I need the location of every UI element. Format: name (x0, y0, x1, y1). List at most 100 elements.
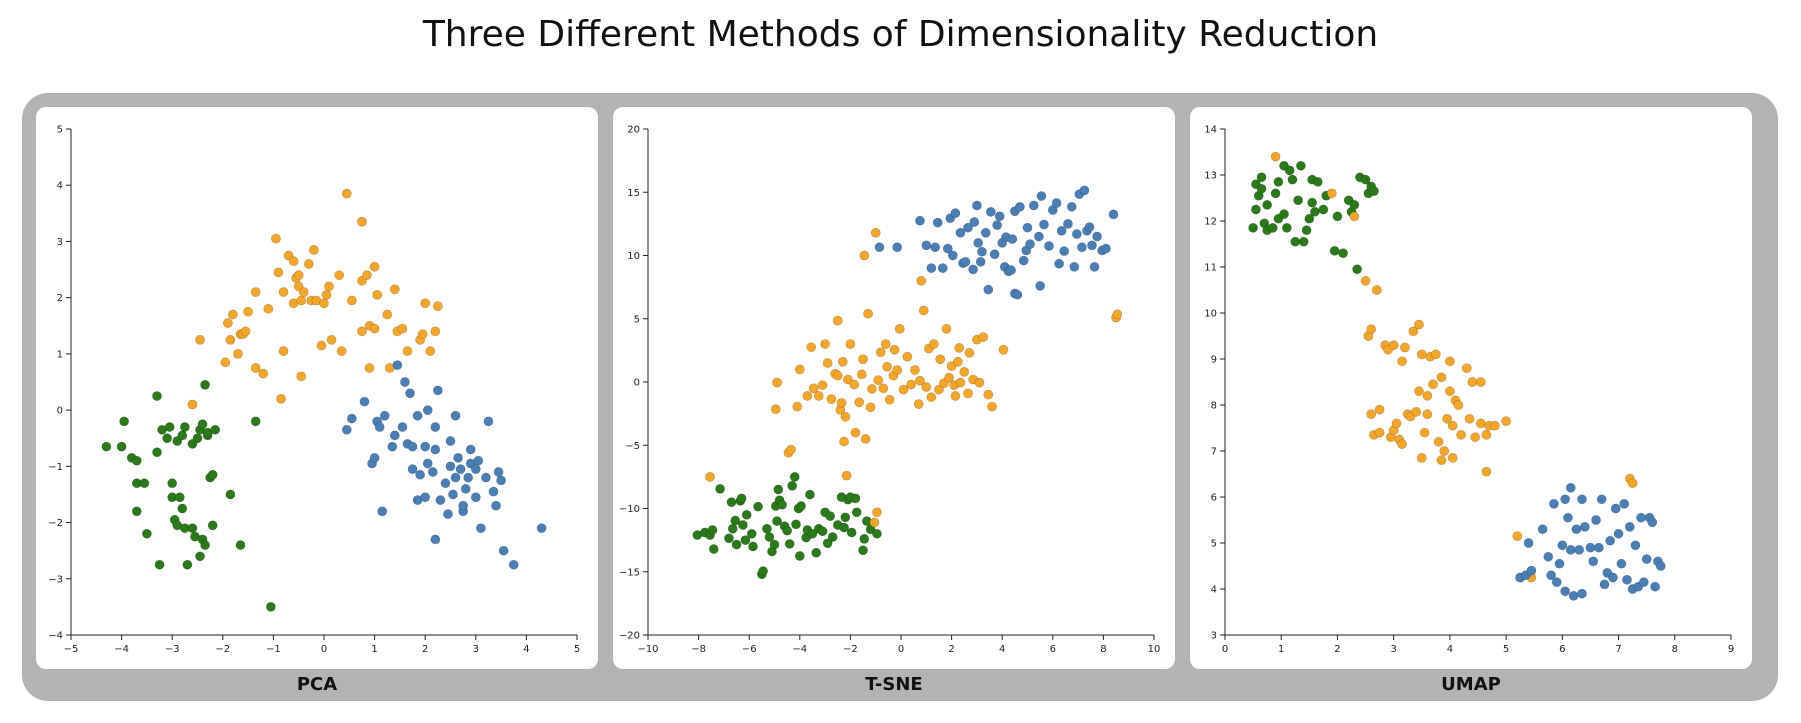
data-point-class-b (243, 306, 253, 317)
data-point-class-a (846, 527, 857, 538)
data-point-class-b (806, 342, 817, 353)
x-tick-label: 7 (1615, 644, 1621, 655)
data-point-class-c (422, 458, 433, 469)
data-point-class-a (773, 484, 784, 495)
x-tick-label: 4 (1447, 644, 1453, 655)
x-tick-label: 6 (1050, 644, 1056, 655)
data-point-class-b (820, 339, 830, 349)
data-point-class-a (1273, 177, 1284, 187)
data-point-class-c (975, 256, 986, 267)
data-point-class-a (197, 419, 208, 430)
data-point-class-c (932, 217, 943, 228)
data-point-class-a (1304, 213, 1315, 224)
data-point-class-a (207, 520, 218, 531)
data-point-class-b (336, 346, 347, 356)
data-point-class-b (357, 326, 367, 337)
data-point-class-a (1329, 245, 1340, 256)
data-point-class-a (858, 545, 868, 556)
data-point-class-b (1400, 342, 1410, 353)
data-point-class-b (854, 397, 865, 408)
data-point-class-b (1481, 466, 1492, 477)
data-point-class-a (187, 523, 198, 534)
data-point-class-c (1071, 229, 1082, 239)
data-point-class-c (1051, 198, 1062, 208)
data-point-class-b (865, 402, 876, 413)
data-point-class-c (1063, 218, 1073, 229)
data-point-class-b (1430, 349, 1441, 360)
y-tick-label: −2 (48, 518, 63, 529)
data-point-class-b (786, 444, 796, 455)
data-point-class-a (164, 422, 175, 432)
data-point-class-c (950, 208, 961, 219)
data-point-class-b (983, 389, 994, 400)
data-point-class-c (1007, 234, 1018, 244)
data-point-class-c (475, 523, 486, 534)
x-tick-label: −10 (637, 644, 658, 655)
data-point-class-a (1256, 183, 1267, 194)
data-point-class-a (152, 391, 162, 401)
data-point-class-a (207, 469, 218, 480)
data-point-class-b (892, 365, 903, 375)
data-point-class-c (1636, 512, 1646, 523)
pca-title: PCA (296, 674, 338, 695)
data-point-class-c (980, 227, 991, 238)
data-point-class-b (222, 318, 233, 328)
data-point-class-c (1089, 261, 1100, 272)
data-point-class-a (167, 478, 178, 489)
data-point-class-b (1433, 436, 1444, 447)
data-point-class-b (832, 370, 843, 381)
data-point-class-c (1596, 494, 1607, 505)
data-point-class-a (753, 501, 763, 512)
y-tick-label: 7 (1211, 447, 1217, 458)
y-tick-label: −1 (48, 462, 63, 473)
data-point-class-b (898, 384, 909, 395)
data-point-class-b (959, 366, 970, 377)
data-point-class-a (1349, 200, 1360, 210)
data-point-class-a (177, 430, 188, 441)
y-tick-label: 3 (57, 237, 63, 248)
umap-title: UMAP (1441, 674, 1501, 695)
data-point-class-c (992, 220, 1003, 231)
data-point-class-b (1349, 211, 1360, 222)
y-tick-label: 20 (627, 125, 640, 136)
data-point-class-b (1388, 340, 1399, 351)
data-point-class-a (1281, 223, 1292, 233)
data-point-class-a (101, 441, 112, 452)
data-point-class-a (707, 525, 718, 535)
data-point-class-c (1056, 225, 1067, 236)
data-point-class-a (1318, 204, 1329, 215)
data-point-class-c (1548, 498, 1559, 509)
data-point-class-c (985, 206, 996, 217)
data-point-class-b (1447, 420, 1458, 431)
data-point-class-a (131, 506, 142, 517)
y-tick-label: 4 (57, 181, 63, 192)
y-tick-label: 5 (1211, 539, 1217, 550)
data-point-class-c (400, 377, 410, 387)
data-point-class-b (974, 377, 985, 388)
data-point-class-a (1298, 236, 1309, 247)
data-point-class-b (250, 287, 261, 297)
data-point-class-a (859, 533, 870, 544)
data-point-class-c (1579, 521, 1590, 532)
data-point-class-a (805, 489, 815, 500)
data-point-class-b (278, 287, 289, 297)
data-point-class-a (210, 424, 221, 435)
data-point-class-c (1036, 191, 1047, 201)
data-point-class-a (265, 601, 276, 612)
data-point-class-b (845, 339, 856, 349)
data-point-class-a (758, 566, 769, 577)
data-point-class-b (869, 517, 880, 528)
data-point-class-b (1464, 413, 1475, 424)
data-point-class-c (1018, 255, 1029, 266)
data-point-class-c (1025, 239, 1035, 250)
data-point-class-b (880, 339, 891, 349)
data-point-class-c (1546, 570, 1556, 581)
data-point-class-b (233, 348, 243, 359)
data-point-class-c (460, 483, 471, 494)
umap-panel: 0 1 2 3 4 5 6 7 8 9 3 4 5 6 7 8 9 10 11 12 13 14 (1190, 107, 1752, 669)
data-point-class-b (926, 392, 937, 403)
data-point-class-b (1475, 377, 1486, 387)
data-point-class-c (1608, 572, 1618, 583)
data-point-class-c (1655, 561, 1666, 571)
